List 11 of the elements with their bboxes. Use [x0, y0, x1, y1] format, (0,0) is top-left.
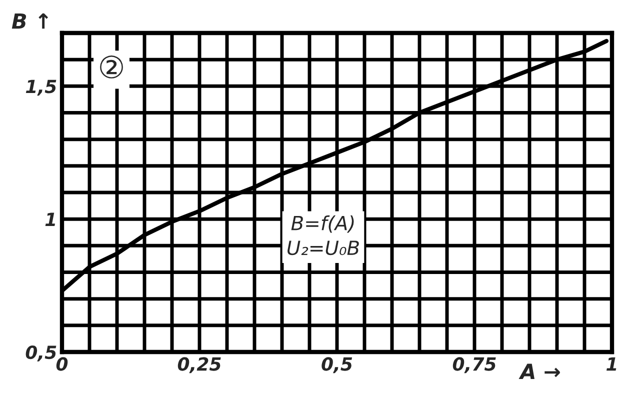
x-axis-title: A → — [518, 364, 560, 379]
annotation: ② — [100, 56, 123, 78]
x-tick-label: 1 — [606, 357, 616, 371]
y-tick-label: 1 — [45, 212, 56, 226]
y-axis-title: B ↑ — [12, 13, 48, 29]
y-tick-label: 1,5 — [26, 80, 56, 96]
x-tick-label: 0,25 — [178, 357, 221, 374]
annotation: B=f(A) U₂=U₀B — [288, 215, 359, 256]
x-tick-label: 0,5 — [322, 357, 352, 374]
x-tick-label: 0,75 — [452, 357, 496, 374]
x-tick-label: 0 — [56, 357, 68, 371]
